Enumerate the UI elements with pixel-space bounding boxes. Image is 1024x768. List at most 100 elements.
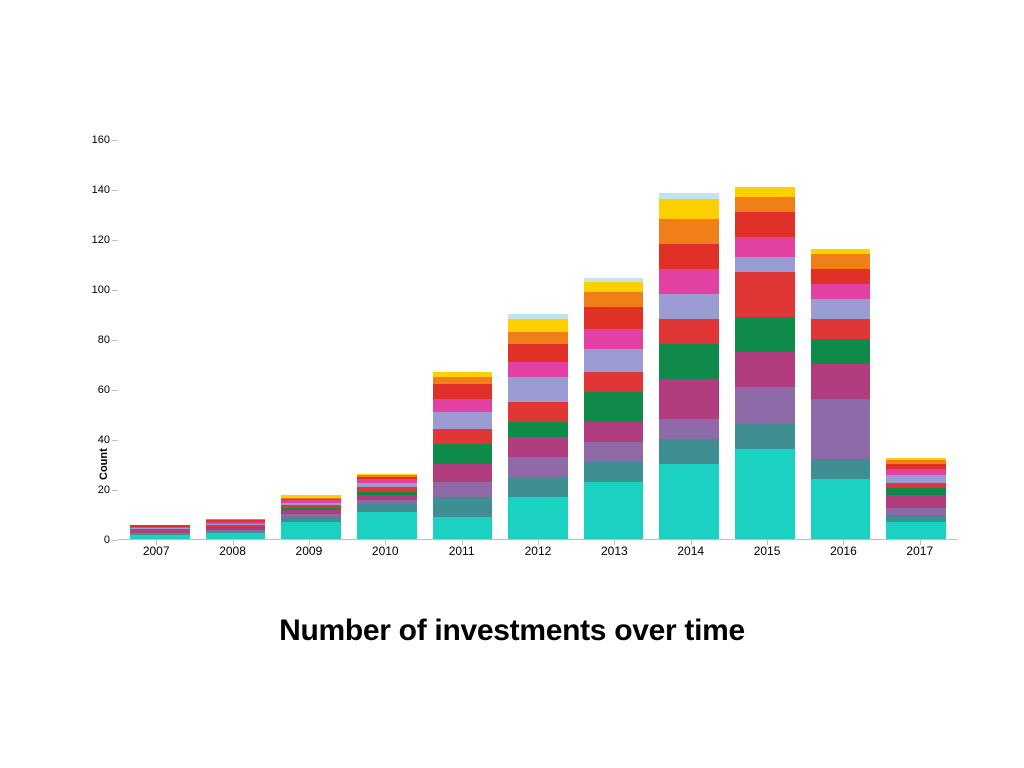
x-axis-label: 2008	[194, 544, 270, 558]
y-tick	[112, 340, 118, 341]
bar-segment	[433, 384, 493, 399]
bar-segment	[508, 377, 568, 402]
bar-segment	[357, 504, 417, 512]
bar-column	[651, 140, 727, 539]
y-tick-label: 40	[70, 434, 110, 446]
bar-segment	[735, 197, 795, 212]
bar-segment	[584, 282, 644, 292]
x-axis-label: 2007	[118, 544, 194, 558]
bar-column	[273, 140, 349, 539]
bar-column	[349, 140, 425, 539]
y-tick-label: 0	[70, 534, 110, 546]
bar-segment	[811, 254, 871, 269]
x-axis-label: 2013	[576, 544, 652, 558]
bar-segment	[735, 257, 795, 272]
bar-segment	[508, 437, 568, 457]
bar-segment	[584, 442, 644, 462]
stacked-bar	[584, 278, 644, 539]
bar-column	[500, 140, 576, 539]
y-axis-label: Count	[98, 448, 110, 480]
stacked-bar	[357, 474, 417, 539]
stacked-bar	[886, 458, 946, 539]
bar-segment	[735, 317, 795, 352]
bar-segment	[130, 535, 190, 539]
bar-segment	[886, 475, 946, 483]
stacked-bar	[281, 495, 341, 539]
bar-segment	[735, 272, 795, 317]
bar-segment	[584, 482, 644, 540]
bar-segment	[735, 352, 795, 387]
chart-area: Count 020406080100120140160 200720082009…	[78, 140, 958, 570]
y-tick	[112, 190, 118, 191]
chart-caption: Number of investments over time	[0, 614, 1024, 648]
bar-segment	[811, 319, 871, 339]
x-axis-label: 2016	[805, 544, 881, 558]
x-axis-label: 2009	[271, 544, 347, 558]
bars-container	[118, 140, 958, 539]
bar-segment	[735, 237, 795, 257]
bar-segment	[433, 482, 493, 497]
bar-column	[803, 140, 879, 539]
bar-segment	[508, 319, 568, 332]
bar-segment	[584, 292, 644, 307]
bar-segment	[357, 512, 417, 540]
bar-segment	[886, 508, 946, 516]
x-axis-label: 2010	[347, 544, 423, 558]
plot-area: 020406080100120140160	[118, 140, 958, 540]
bar-segment	[735, 387, 795, 425]
stacked-bar	[433, 372, 493, 540]
y-tick	[112, 390, 118, 391]
stage: Count 020406080100120140160 200720082009…	[0, 0, 1024, 768]
bar-segment	[659, 419, 719, 439]
bar-segment	[811, 269, 871, 284]
bar-segment	[584, 329, 644, 349]
bar-segment	[508, 332, 568, 345]
bar-segment	[508, 477, 568, 497]
y-tick	[112, 540, 118, 541]
bar-segment	[584, 462, 644, 482]
bar-segment	[584, 422, 644, 442]
bar-segment	[811, 479, 871, 539]
stacked-bar	[659, 193, 719, 539]
bar-segment	[433, 412, 493, 430]
bar-segment	[735, 424, 795, 449]
stacked-bar	[206, 519, 266, 539]
bar-segment	[508, 422, 568, 437]
bar-segment	[584, 307, 644, 330]
bar-segment	[281, 522, 341, 540]
bar-segment	[433, 497, 493, 517]
bar-column	[576, 140, 652, 539]
bar-column	[727, 140, 803, 539]
stacked-bar	[508, 314, 568, 539]
y-tick	[112, 490, 118, 491]
bar-segment	[659, 344, 719, 379]
bar-segment	[659, 199, 719, 219]
x-axis-label: 2015	[729, 544, 805, 558]
bar-segment	[735, 449, 795, 539]
bar-segment	[508, 402, 568, 422]
bar-segment	[433, 464, 493, 482]
y-tick-label: 100	[70, 284, 110, 296]
y-tick-label: 120	[70, 234, 110, 246]
bar-column	[198, 140, 274, 539]
stacked-bar	[735, 187, 795, 540]
bar-segment	[584, 349, 644, 372]
bar-segment	[886, 488, 946, 496]
bar-segment	[659, 219, 719, 244]
y-tick-label: 160	[70, 134, 110, 146]
bar-segment	[735, 187, 795, 197]
bar-segment	[811, 284, 871, 299]
bar-segment	[886, 495, 946, 508]
bar-segment	[659, 244, 719, 269]
x-axis-label: 2012	[500, 544, 576, 558]
bar-segment	[659, 439, 719, 464]
y-tick-label: 20	[70, 484, 110, 496]
bar-segment	[508, 344, 568, 362]
bar-segment	[206, 533, 266, 539]
bar-segment	[811, 459, 871, 479]
x-axis-labels: 2007200820092010201120122013201420152016…	[118, 544, 958, 558]
bar-segment	[886, 522, 946, 540]
bar-segment	[508, 457, 568, 477]
x-axis-label: 2017	[882, 544, 958, 558]
bar-column	[122, 140, 198, 539]
